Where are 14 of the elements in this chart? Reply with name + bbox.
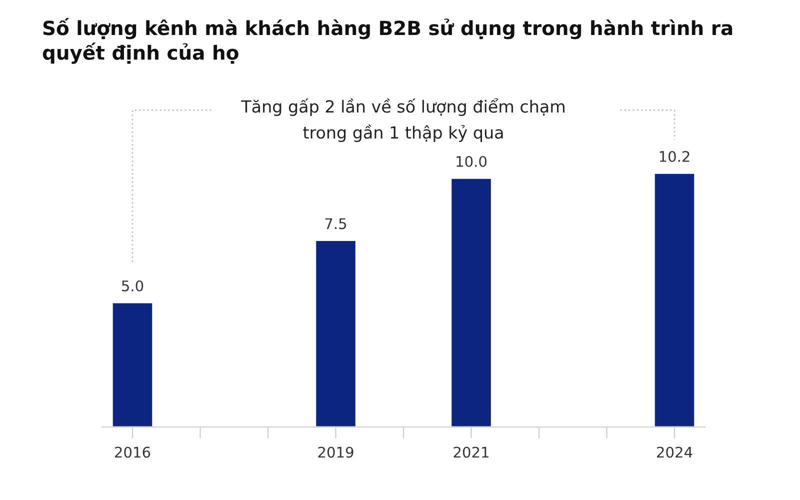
chart-title: Số lượng kênh mà khách hàng B2B sử dụng trong hành trình ra quyết định của họ [42, 18, 732, 64]
data-label: 10.2 [660, 150, 690, 162]
x-tick-label: 2016 [115, 446, 150, 458]
x-tick-label: 2021 [454, 446, 488, 458]
bar [111, 302, 154, 427]
x-tick-label: 2024 [657, 446, 692, 458]
data-label: 10.0 [456, 156, 487, 167]
data-label: 7.5 [325, 218, 346, 230]
bar [450, 177, 492, 427]
data-label: 5.0 [122, 280, 144, 292]
text: Tăng gấp 2 lần về số lượng điểm chạm trong gần 1 thập kỷ qua [241, 98, 564, 142]
bar [314, 240, 357, 427]
bar [653, 172, 696, 427]
x-tick-label: 2019 [318, 446, 354, 458]
